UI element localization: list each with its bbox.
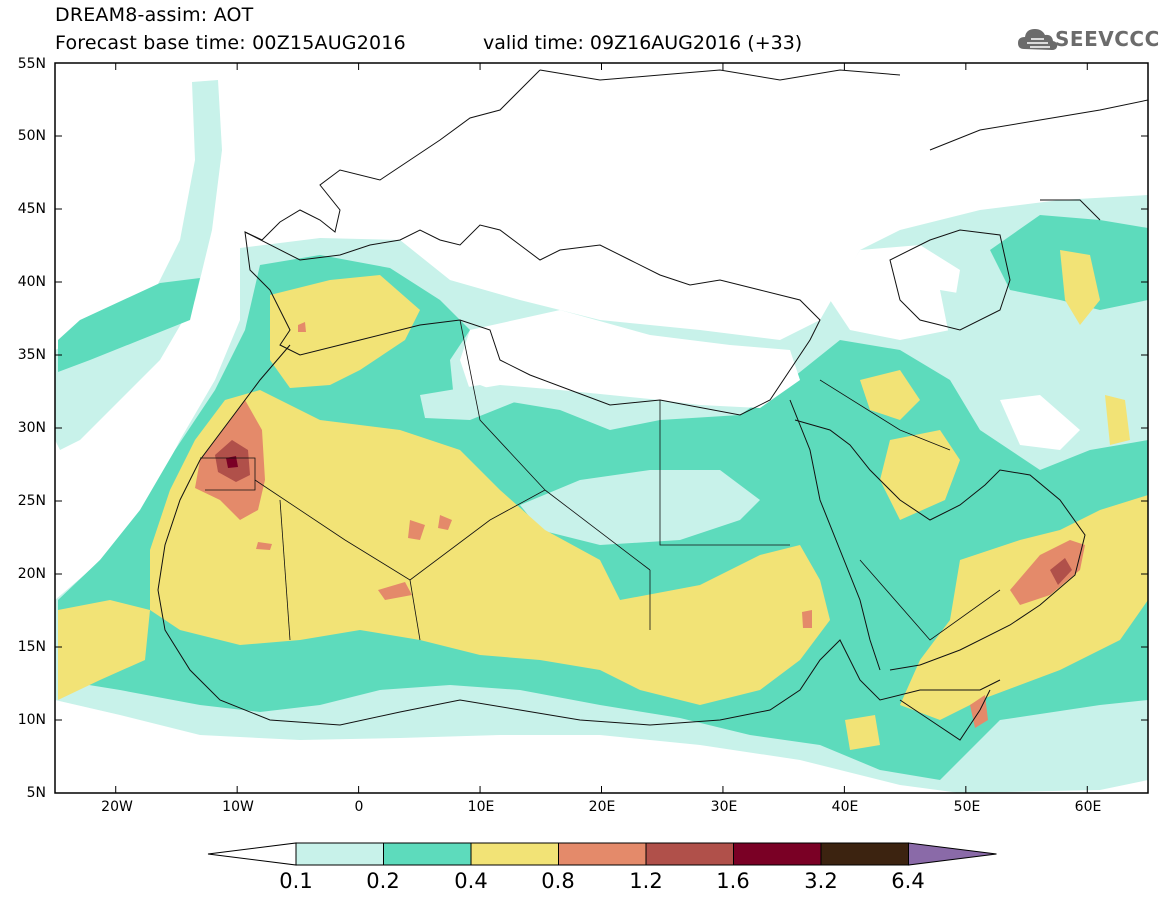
- lon-label-10w: 10W: [222, 799, 254, 815]
- map-title: DREAM8-assim: AOT: [55, 4, 254, 26]
- legend-label-3-2: 3.2: [804, 869, 838, 893]
- legend-arrow-high: [908, 842, 997, 866]
- legend-swatch: [820, 842, 909, 866]
- lon-label-10e: 10E: [467, 799, 495, 815]
- colorbar: [207, 842, 997, 866]
- legend-swatch: [470, 842, 559, 866]
- lat-label-50n: 50N: [17, 128, 46, 144]
- legend-swatch: [558, 842, 647, 866]
- lat-label-15n: 15N: [17, 639, 46, 655]
- lat-label-35n: 35N: [17, 347, 46, 363]
- lat-label-45n: 45N: [17, 201, 46, 217]
- lon-label-0: 0: [354, 799, 364, 815]
- legend-label-0-4: 0.4: [454, 869, 488, 893]
- lat-label-25n: 25N: [17, 493, 46, 509]
- legend-swatch: [295, 842, 384, 866]
- legend-label-0-1: 0.1: [279, 869, 313, 893]
- lat-label-10n: 10N: [17, 712, 46, 728]
- lon-label-30e: 30E: [710, 799, 738, 815]
- legend-label-1-6: 1.6: [716, 869, 750, 893]
- country-borders: [200, 319, 1001, 641]
- legend-label-0-2: 0.2: [366, 869, 400, 893]
- lon-label-60e: 60E: [1074, 799, 1102, 815]
- lat-label-40n: 40N: [17, 274, 46, 290]
- lon-label-40e: 40E: [831, 799, 859, 815]
- aot-band-0-1-patches: [420, 290, 1040, 545]
- lat-label-55n: 55N: [17, 56, 46, 72]
- logo-text: SEEVCCC: [1055, 27, 1160, 51]
- legend-swatch: [383, 842, 472, 866]
- lon-label-50e: 50E: [953, 799, 981, 815]
- lon-label-20e: 20E: [588, 799, 616, 815]
- valid-time: valid time: 09Z16AUG2016 (+33): [483, 32, 803, 54]
- forecast-base-time: Forecast base time: 00Z15AUG2016: [55, 32, 406, 54]
- aot-band-1-6: [226, 456, 238, 468]
- axis-ticks: [55, 63, 1148, 793]
- legend-label-0-8: 0.8: [541, 869, 575, 893]
- lat-label-30n: 30N: [17, 420, 46, 436]
- legend-swatch: [733, 842, 822, 866]
- aot-field: [55, 63, 1148, 793]
- legend-swatch: [645, 842, 734, 866]
- legend-arrow-low: [207, 842, 297, 866]
- lon-label-20w: 20W: [101, 799, 133, 815]
- cloud-logo-icon: [1018, 29, 1058, 50]
- lat-label-20n: 20N: [17, 566, 46, 582]
- lat-label-5n: 5N: [26, 785, 46, 801]
- aot-clear-areas: [460, 245, 1080, 450]
- legend-label-1-2: 1.2: [629, 869, 663, 893]
- coastlines: [157, 69, 1148, 741]
- aot-band-0-4: [58, 250, 1148, 750]
- legend-label-6-4: 6.4: [891, 869, 925, 893]
